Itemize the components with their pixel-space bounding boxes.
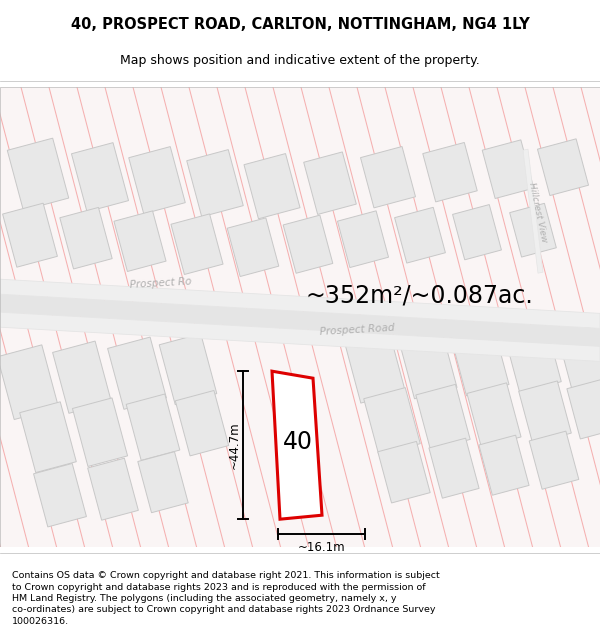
Text: 40, PROSPECT ROAD, CARLTON, NOTTINGHAM, NG4 1LY: 40, PROSPECT ROAD, CARLTON, NOTTINGHAM, … xyxy=(71,17,529,32)
Polygon shape xyxy=(34,464,86,527)
Polygon shape xyxy=(283,215,333,273)
Polygon shape xyxy=(479,435,529,495)
Polygon shape xyxy=(71,142,128,212)
Polygon shape xyxy=(509,203,556,257)
Text: ~16.1m: ~16.1m xyxy=(298,541,346,554)
Polygon shape xyxy=(399,329,457,399)
Polygon shape xyxy=(53,341,112,413)
Polygon shape xyxy=(505,326,561,392)
Polygon shape xyxy=(378,441,430,503)
Polygon shape xyxy=(529,431,579,489)
Polygon shape xyxy=(2,203,58,267)
Polygon shape xyxy=(429,438,479,498)
Polygon shape xyxy=(138,452,188,512)
Polygon shape xyxy=(272,371,322,519)
Polygon shape xyxy=(20,402,76,472)
Polygon shape xyxy=(0,294,600,346)
Polygon shape xyxy=(482,140,534,199)
Polygon shape xyxy=(364,388,420,455)
Polygon shape xyxy=(0,312,600,361)
Polygon shape xyxy=(567,379,600,439)
Polygon shape xyxy=(518,381,571,444)
Text: Contains OS data © Crown copyright and database right 2021. This information is : Contains OS data © Crown copyright and d… xyxy=(12,571,440,625)
Polygon shape xyxy=(395,208,445,263)
Polygon shape xyxy=(7,138,69,210)
Text: Prospect Ro: Prospect Ro xyxy=(130,277,192,290)
Polygon shape xyxy=(452,204,502,260)
Polygon shape xyxy=(126,394,180,461)
Text: Hillcrest View: Hillcrest View xyxy=(527,181,549,243)
Polygon shape xyxy=(523,149,543,273)
Polygon shape xyxy=(467,383,521,448)
Polygon shape xyxy=(416,384,470,450)
Text: Map shows position and indicative extent of the property.: Map shows position and indicative extent… xyxy=(120,54,480,68)
Polygon shape xyxy=(345,331,405,403)
Polygon shape xyxy=(88,458,139,520)
Polygon shape xyxy=(114,211,166,271)
Polygon shape xyxy=(175,391,229,456)
Polygon shape xyxy=(129,147,185,214)
Polygon shape xyxy=(0,279,600,328)
Polygon shape xyxy=(171,214,223,274)
Polygon shape xyxy=(107,337,166,409)
Text: ~352m²/~0.087ac.: ~352m²/~0.087ac. xyxy=(305,283,533,307)
Polygon shape xyxy=(227,218,279,276)
Polygon shape xyxy=(73,398,128,466)
Polygon shape xyxy=(60,208,112,269)
Polygon shape xyxy=(337,211,389,268)
Polygon shape xyxy=(361,146,415,208)
Polygon shape xyxy=(0,345,59,419)
Polygon shape xyxy=(159,334,217,405)
Polygon shape xyxy=(304,152,356,214)
Polygon shape xyxy=(187,149,243,217)
Polygon shape xyxy=(538,139,589,196)
Polygon shape xyxy=(244,154,300,219)
Text: 40: 40 xyxy=(283,430,313,454)
Polygon shape xyxy=(423,142,477,202)
Text: Prospect Road: Prospect Road xyxy=(320,323,395,337)
Polygon shape xyxy=(451,326,509,396)
Polygon shape xyxy=(557,326,600,389)
Text: ~44.7m: ~44.7m xyxy=(227,421,241,469)
